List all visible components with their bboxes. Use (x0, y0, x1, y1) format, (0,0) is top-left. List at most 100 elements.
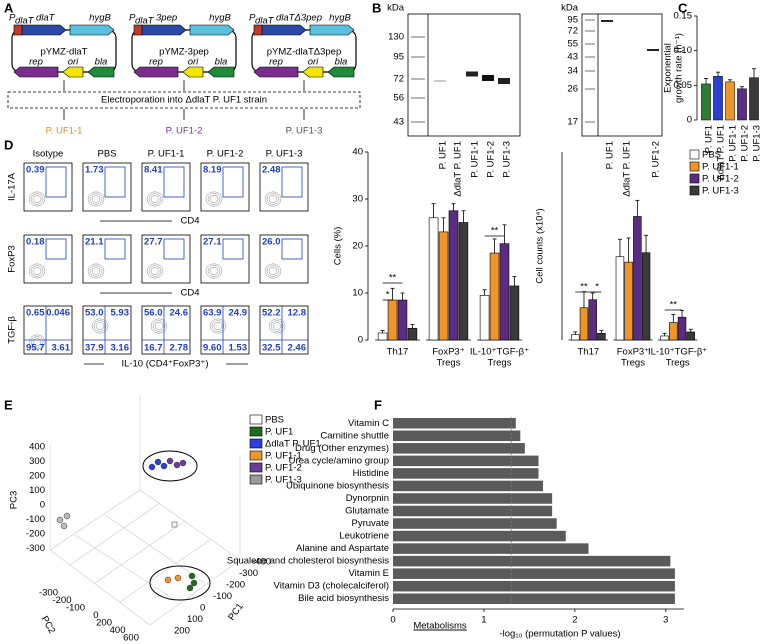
significance-label: ** (389, 273, 397, 284)
protein-band (434, 80, 446, 82)
lane-label: ΔdlaT P. UF1 (453, 141, 464, 197)
bar (393, 568, 675, 579)
flow-plot (141, 305, 191, 355)
x-tick-label: Tregs (437, 358, 461, 369)
pca-point (160, 462, 168, 470)
legend-swatch (249, 426, 263, 437)
x-tick-label: Th17 (578, 347, 600, 358)
marker-size: 56 (393, 93, 404, 104)
bar (701, 83, 711, 121)
quadrant-value: 32.5 (262, 343, 281, 354)
flow-plot (259, 162, 309, 212)
y-axis-label: Metabolisms (413, 621, 467, 632)
gate (163, 166, 185, 198)
lane-label: P. UF1 (605, 141, 616, 169)
x-tick-label: P. UF1-3 (752, 125, 763, 162)
bar (377, 332, 388, 341)
contour (150, 318, 168, 334)
pc1-tick: -300 (239, 568, 258, 579)
flow-plot (141, 162, 191, 212)
x-axis-label: -log₁₀ (permutation P values) (499, 629, 620, 640)
quadrant-value: 3.61 (52, 343, 71, 354)
pc1-tick: -100 (213, 591, 232, 602)
bar (571, 334, 580, 341)
contour (146, 263, 164, 279)
legend-swatch (689, 173, 700, 184)
flow-plot (82, 162, 132, 212)
bar (393, 493, 553, 504)
contour (89, 265, 103, 277)
pca-point (56, 516, 64, 524)
pc1-label: PC1 (226, 601, 246, 622)
y-tick-label: 30 (352, 194, 363, 205)
contour (32, 195, 42, 203)
gate (222, 238, 244, 260)
strain-label: P. UF1-2 (166, 126, 203, 137)
insert-label: dlaTΔ3pep (276, 13, 322, 24)
gate-value: 0.39 (26, 165, 45, 176)
contour (272, 322, 282, 330)
quadrant-value: 63.9 (203, 308, 222, 319)
pca-point (179, 459, 187, 467)
x-tick-label: ΔdlaT P. UF1 (716, 125, 727, 181)
blot-unit: kDa (561, 3, 579, 14)
bar (393, 505, 553, 517)
bar (393, 555, 671, 567)
legend-label: P. UF1-3 (702, 186, 739, 197)
contour (91, 195, 101, 203)
panel-letter: F (374, 397, 382, 412)
blot (407, 13, 521, 137)
marker-size: 72 (393, 74, 404, 85)
gate (45, 166, 67, 198)
column-header: P. UF1-3 (266, 149, 303, 160)
gate (281, 166, 303, 198)
lane-label: P. UF1 (438, 141, 449, 169)
legend-swatch (689, 161, 700, 172)
contour (32, 338, 42, 346)
protein-band (498, 78, 510, 84)
quadrant-value: 16.7 (144, 343, 163, 354)
pc3-tick: 100 (29, 485, 45, 496)
protein-band (647, 49, 659, 51)
rep-label: rep (269, 57, 283, 68)
x-tick-label: P. UF1 (704, 125, 715, 153)
pc3-tick: -300 (26, 543, 45, 554)
plasmid-label: pYMZ-dlaTΔ3pep (267, 47, 341, 58)
legend-swatch (249, 438, 263, 449)
gate-value: 2.48 (262, 165, 281, 176)
promoter-label: dlaT (255, 16, 275, 27)
rep-arrow (253, 66, 299, 78)
x-tick-label: FoxP3⁺ (617, 347, 649, 358)
pc3-tick: 0 (40, 500, 45, 511)
contour (150, 267, 160, 275)
significance-label: ** (670, 300, 678, 311)
marker-label: hygB (89, 13, 111, 24)
cluster-ellipse (149, 565, 211, 601)
bar (749, 77, 759, 121)
strain-label: P. UF1-3 (286, 126, 323, 137)
pc2-tick: 600 (123, 633, 139, 644)
pc3-tick: 400 (29, 442, 45, 453)
pc2-tick: 200 (96, 618, 112, 629)
marker-size: 34 (567, 66, 578, 77)
bla-arrow (327, 66, 355, 78)
legend-label: P. UF1-1 (702, 162, 739, 173)
gate (222, 166, 244, 198)
plasmid-label: pYMZ-3pep (159, 47, 209, 58)
column-header: Isotype (33, 149, 64, 160)
y-tick-label: 0 (358, 335, 363, 346)
gate-value: 8.41 (144, 165, 163, 176)
promoter-label: P (249, 13, 256, 24)
quadrant-value: 9.60 (203, 343, 222, 354)
contour (87, 191, 105, 207)
y-tick-label: Ubiquinone biosynthesis (286, 480, 389, 491)
pca-plot-decor (49, 395, 241, 626)
marker-size: 55 (567, 39, 578, 50)
bar (713, 76, 723, 121)
significance-label: ** (580, 282, 588, 293)
bla-label: bla (335, 57, 348, 68)
legend-swatch (689, 185, 700, 196)
x-tick-label: 3 (663, 615, 668, 626)
contour (28, 191, 46, 207)
column-header: P. UF1-2 (207, 149, 244, 160)
